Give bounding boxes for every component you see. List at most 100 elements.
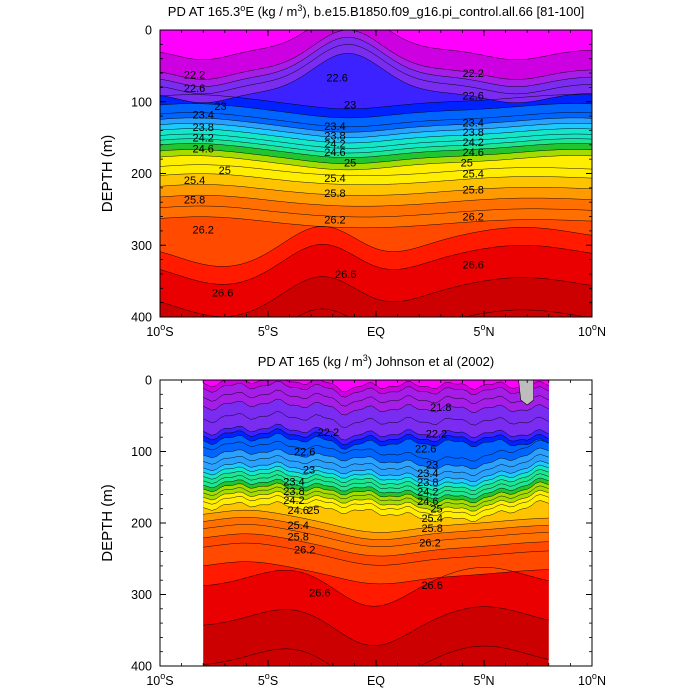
contour-label: 24.6 [324,147,345,159]
contour-label: 25.8 [421,523,442,535]
contour-line [160,133,592,149]
contour-label: 22.2 [318,427,339,439]
contour-line [160,164,592,176]
x-tick-label: 5oS [258,322,278,339]
contour-line [203,433,549,450]
contour-line [203,500,549,523]
contour-label: 25 [344,158,356,170]
y-tick-label: 200 [131,517,152,531]
contour-line [160,244,592,285]
contour-label: 23 [426,459,438,471]
contour-label: 26.6 [212,288,233,300]
contour-line [160,155,592,171]
contour-line [203,485,549,508]
contour-label: 24.2 [283,495,304,507]
contour-label: 26.2 [192,224,213,236]
contour-line [203,460,549,483]
contour-line [160,30,592,80]
contour-label: 22.6 [462,90,483,102]
contour-line [203,428,549,446]
contour-line [160,128,592,144]
contour-line [160,36,592,87]
contour-label: 25.4 [288,520,309,532]
y-tick-label: 400 [131,311,152,325]
contour-label: 25.8 [184,194,205,206]
contour-line [203,606,549,646]
contour-label: 23.4 [462,118,483,130]
y-tick-label: 100 [131,445,152,459]
contour-label: 23.8 [417,477,438,489]
chart-title: PD AT 165.3oE (kg / m3), b.e15.B1850.f09… [168,3,584,19]
contour-label: 26.6 [462,260,483,272]
contour-label: 22.2 [462,68,483,80]
y-tick-label: 300 [131,588,152,602]
contour-label: 25 [461,158,473,170]
x-tick-label: 10oS [146,671,173,688]
contour-label: 23.4 [324,121,345,133]
contour-line [203,454,549,476]
contour-line [160,138,592,154]
contour-label: 24.2 [192,133,213,145]
contour-line [160,184,592,196]
contour-label: 25.8 [324,188,345,200]
contour-line [203,477,549,500]
contour-label: 24.6 [462,147,483,159]
contour-line [296,308,589,317]
nodata-patch [518,380,534,406]
contour-line [160,30,592,61]
contour-line [203,533,549,557]
y-axis-label: DEPTH (m) [99,135,116,213]
contour-label: 22.2 [426,429,447,441]
contour-line [203,567,549,607]
contour-line [203,489,549,512]
contour-label: 22.6 [294,447,315,459]
contour-label: 25 [219,165,231,177]
contour-line [160,44,592,95]
contour-line [203,524,549,547]
contour-line [203,481,549,504]
y-tick-label: 100 [131,95,152,109]
contour-label: 25.4 [324,173,345,185]
contour-line [203,439,549,462]
chart-panel-2: 21.822.2 22.222.6 22.623 2323.423.824.224.6… [99,353,606,688]
contour-label: 24.6 [192,143,213,155]
contour-fill-band [203,380,549,398]
chart-title: PD AT 165 (kg / m3) Johnson et al (2002) [258,353,495,369]
contour-label: 23 [303,464,315,476]
contour-line [203,389,549,407]
contour-label: 24.6 [288,505,309,517]
contour-label: 23.8 [283,486,304,498]
contour-label: 23 [214,101,226,113]
contour-label: 24.2 [324,138,345,150]
contour-label: 22.6 [184,83,205,95]
y-tick-label: 0 [145,24,152,38]
x-tick-label: 10oN [578,322,606,339]
contour-line [203,469,549,491]
contour-line [160,123,592,138]
contour-line [160,53,592,104]
chart-panel-1: 22.222.62323.423.824.224.62525.425.826.2… [99,3,606,339]
contour-label: 25.4 [184,175,205,187]
contour-label: 26.6 [309,587,330,599]
contour-label: 23.8 [192,122,213,134]
contour-line [203,561,549,585]
y-tick-label: 200 [131,167,152,181]
x-tick-label: 5oN [474,671,495,688]
contour-line [160,216,592,229]
y-tick-label: 400 [131,660,152,674]
contour-line [203,398,549,416]
y-tick-label: 0 [145,374,152,388]
contour-label: 22.6 [415,444,436,456]
contour-line [203,517,549,540]
contour-label: 21.8 [430,402,451,414]
x-tick-label: EQ [367,325,385,339]
contour-line [203,542,549,566]
contour-line [160,194,592,207]
x-tick-label: EQ [367,674,385,688]
contour-label: 25.4 [421,513,442,525]
contour-fill-band-top [160,30,592,60]
contour-line [160,112,592,128]
x-tick-label: 5oS [258,671,278,688]
contour-line [160,94,592,110]
